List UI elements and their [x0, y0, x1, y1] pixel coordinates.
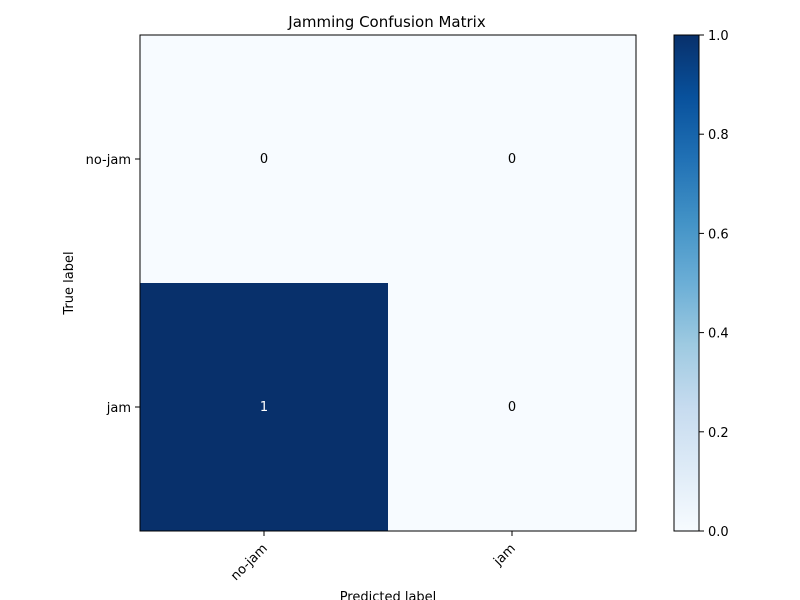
chart-title: Jamming Confusion Matrix: [287, 13, 486, 31]
cell-value-label: 0: [260, 152, 268, 167]
x-axis-label: Predicted label: [340, 590, 437, 600]
heatmap-cell: [140, 283, 388, 531]
colorbar-tick-label: 0.6: [708, 227, 729, 242]
x-tick-label: no-jam: [228, 541, 271, 584]
heatmap-cell: [140, 35, 388, 283]
cell-value-label: 0: [508, 152, 516, 167]
colorbar-tick-label: 0.0: [708, 525, 729, 540]
y-axis-label: True label: [62, 251, 77, 315]
x-axis-ticks: no-jam jam: [228, 531, 519, 584]
cell-value-label: 0: [508, 400, 516, 415]
y-tick-label: jam: [106, 401, 131, 416]
plot-frame: [139, 34, 637, 532]
colorbar-tick-label: 1.0: [708, 29, 729, 44]
colorbar-tick-label: 0.8: [708, 128, 729, 143]
cell-value-label: 1: [260, 400, 268, 415]
x-tick-label: jam: [490, 541, 518, 569]
colorbar: [673, 34, 700, 532]
colorbar-ticks: 0.0 0.2 0.4 0.6 0.8 1.0: [699, 29, 729, 540]
y-axis-ticks: no-jam jam: [86, 153, 140, 416]
heatmap-cells: [140, 35, 636, 531]
heatmap-cell: [388, 283, 636, 531]
y-tick-label: no-jam: [86, 153, 131, 168]
colorbar-tick-label: 0.2: [708, 426, 729, 441]
colorbar-tick-label: 0.4: [708, 327, 729, 342]
heatmap-cell-labels: 0 0 1 0: [260, 152, 516, 415]
heatmap-cell: [388, 35, 636, 283]
